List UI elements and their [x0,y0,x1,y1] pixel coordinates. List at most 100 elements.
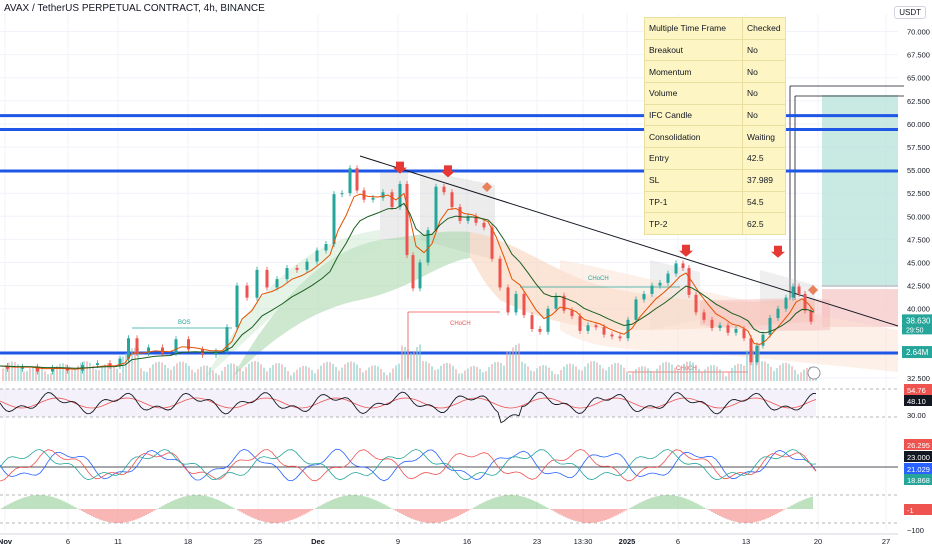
candle-body [332,194,336,245]
candle-body [694,294,698,313]
volume-bar [407,349,409,381]
volume-bar [698,368,700,381]
table-label-cell: Breakout [644,38,743,62]
candle-body [36,366,39,372]
volume-bar [320,365,322,381]
table-value-cell: No [742,38,786,62]
volume-bar [575,366,577,381]
volume-bar [551,370,553,381]
volume-bar [194,372,196,381]
table-label-cell: TP-1 [644,190,743,214]
volume-bar [35,365,37,381]
indicator-label-box [904,463,932,474]
table-row: SL 37.989 [644,168,786,192]
table-value-cell: 37.989 [742,168,786,192]
volume-bar [56,365,58,381]
volume-bar [41,368,43,381]
volume-bar [230,363,232,381]
volume-bar [44,371,46,381]
volume-bar [374,365,376,381]
volume-bar [5,365,7,381]
time-tick-label: 27 [882,537,890,546]
volume-bar [329,362,331,381]
volume-bar [161,362,163,381]
candle-body [768,317,772,335]
volume-bar [770,366,772,381]
candle-body [594,325,598,328]
candle-body [225,327,229,352]
volume-bar [425,361,427,381]
volume-bar [434,370,436,381]
bos-label: BOS [178,320,191,326]
indicator-label-box [904,395,932,406]
time-tick-label: 9 [396,537,400,546]
volume-bar [89,362,91,381]
volume-bar [11,361,13,381]
volume-bar [479,369,481,381]
volume-bar [152,364,154,381]
candle-body [570,310,574,317]
time-tick-label: Dec [311,537,325,546]
volume-bar [206,365,208,381]
volume-bar [464,370,466,381]
candle-body [174,339,178,354]
chart-title: AVAX / TetherUS PERPETUAL CONTRACT, 4h, … [4,3,265,14]
volume-bar [704,369,706,381]
candle-body [726,325,730,333]
volume-bar [398,363,400,381]
candle-body [809,310,813,322]
candle-body [474,216,478,223]
candle-body [514,293,518,313]
volume-bar [191,369,193,381]
volume-bar [284,367,286,381]
volume-bar [113,365,115,381]
volume-bar [797,374,799,381]
volume-bar [275,363,277,381]
table-row: Volume No [644,82,786,105]
candle-body [718,325,722,329]
volume-bar [593,361,595,381]
currency-badge[interactable]: USDT [894,6,926,19]
volume-bar [128,350,130,381]
table-label-cell: SL [644,168,743,192]
volume-bar [779,365,781,381]
price-label-value: 2.64M [906,348,929,357]
volume-bar [710,365,712,381]
volume-bar [488,367,490,381]
price-tick-label: 65.000 [907,74,930,83]
candle-body [522,293,526,316]
alert-icon[interactable] [807,366,821,380]
volume-bar [419,344,421,381]
candle-body [135,338,139,354]
volume-bar [365,370,367,381]
candle-body [687,268,691,295]
volume-bar [473,365,475,381]
candle-body [734,329,738,333]
volume-bar [761,361,763,381]
volume-bar [140,368,142,381]
trendline [359,155,899,327]
volume-bar [452,365,454,381]
candle-body [381,192,385,198]
volume-bar [752,349,754,381]
choch-label: CHoCH [588,276,609,282]
volume-bar [806,367,808,381]
candle-body [450,192,454,208]
candle-body [340,193,344,195]
candle-body [426,230,430,263]
volume-bar [737,363,739,381]
volume-bar [404,346,406,381]
candle-body [96,363,99,366]
table-label-cell: Consolidation [644,125,743,149]
volume-bar [17,364,19,381]
volume-bar [323,362,325,381]
price-tick-label: 45.000 [907,259,930,268]
price-tick-label: 40.000 [907,305,930,314]
volume-bar [500,363,502,381]
volume-bar [722,373,724,381]
volume-bar [695,365,697,381]
candle-body [618,336,622,339]
volume-bar [416,347,418,381]
